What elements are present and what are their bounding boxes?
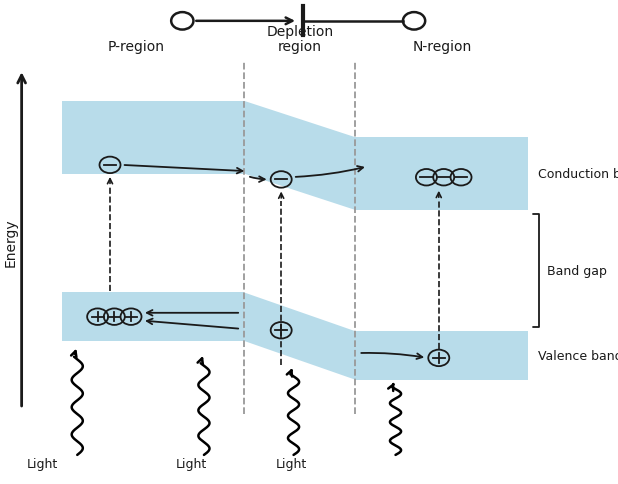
Text: Conduction band: Conduction band <box>538 168 618 181</box>
Polygon shape <box>244 293 355 380</box>
Text: Energy: Energy <box>4 218 18 266</box>
Polygon shape <box>62 102 244 174</box>
Text: Band gap: Band gap <box>547 265 607 277</box>
Text: Light: Light <box>276 457 307 470</box>
Text: P-region: P-region <box>108 40 164 54</box>
Text: N-region: N-region <box>412 40 472 54</box>
Polygon shape <box>244 102 355 211</box>
Polygon shape <box>355 138 528 211</box>
Polygon shape <box>62 293 244 341</box>
Text: Depletion
region: Depletion region <box>266 25 333 54</box>
Text: Light: Light <box>27 457 57 470</box>
Text: Valence band: Valence band <box>538 349 618 362</box>
Text: Light: Light <box>176 457 207 470</box>
Polygon shape <box>355 332 528 380</box>
